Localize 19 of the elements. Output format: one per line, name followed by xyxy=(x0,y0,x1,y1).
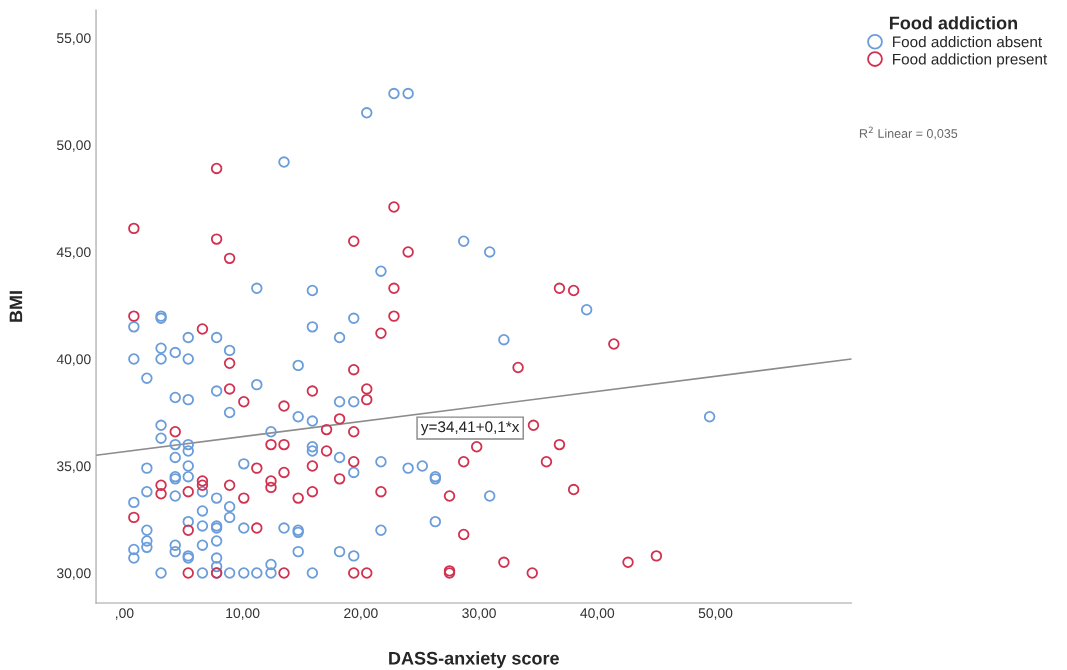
y-tick-label: 55,00 xyxy=(56,33,91,45)
x-tick-label: ,00 xyxy=(116,608,134,620)
x-tick-label: 10,00 xyxy=(226,608,260,620)
legend-label: Food addiction present xyxy=(893,53,1048,68)
x-tick-label: 40,00 xyxy=(580,608,615,620)
x-tick-label: 30,00 xyxy=(462,608,496,620)
y-tick-label: 45,00 xyxy=(56,247,91,259)
legend-title: Food addiction xyxy=(889,16,1018,30)
y-tick-label: 40,00 xyxy=(56,354,91,366)
annotation: y=34,41+0,1*x xyxy=(420,421,520,436)
y-tick-label: 50,00 xyxy=(56,140,91,152)
y-tick-label: 30,00 xyxy=(56,568,91,580)
y-axis-title: BMI xyxy=(9,291,23,322)
x-tick-label: 50,00 xyxy=(698,608,733,620)
x-tick-label: 20,00 xyxy=(344,608,378,620)
x-axis-title: DASS-anxiety score xyxy=(389,651,559,669)
text: R$^{2}$ Linear = 0,035 xyxy=(859,126,958,140)
y-tick-label: 35,00 xyxy=(56,461,91,473)
legend-label: Food addiction absent xyxy=(893,36,1043,48)
